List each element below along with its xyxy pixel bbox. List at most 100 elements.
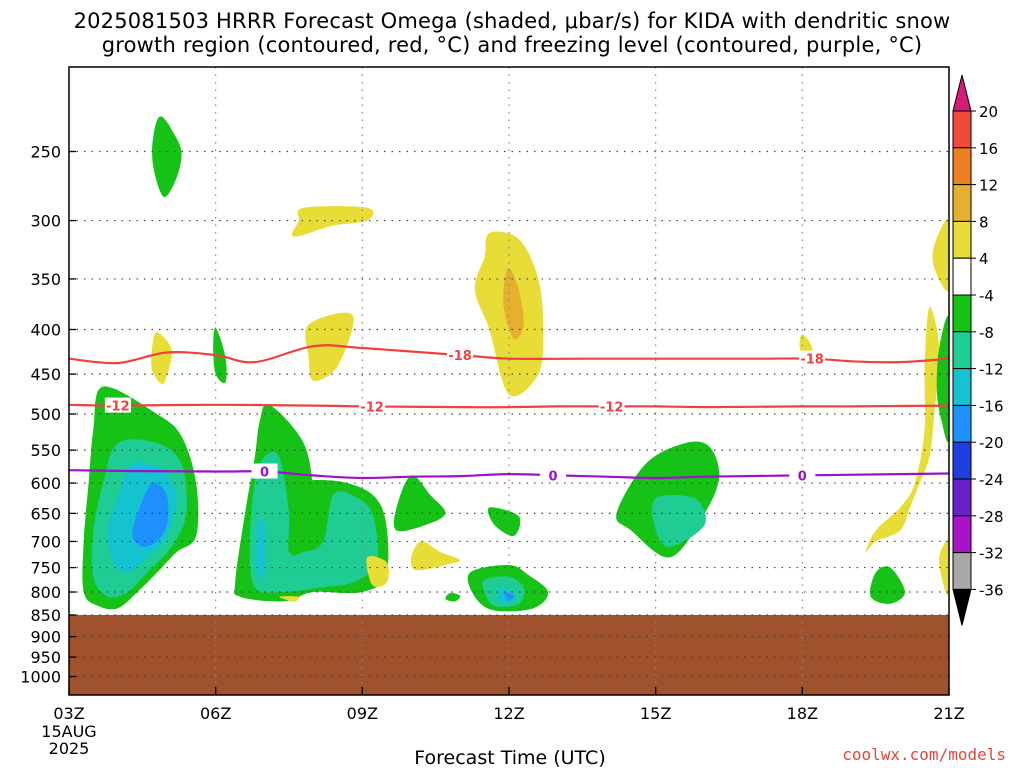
omega-region--8--4 — [445, 592, 461, 602]
contours: -18 -18 -12 -12 -12 0 0 0 — [69, 344, 949, 484]
colorbar-swatch — [952, 404, 972, 443]
y-tick-label-550: 550 — [30, 441, 61, 460]
x-tick-label-12Z: 12Z — [493, 704, 524, 723]
colorbar-swatch — [952, 331, 972, 370]
colorbar-label: -8 — [979, 324, 994, 342]
colorbar-swatch — [952, 515, 972, 554]
omega-region--8--4 — [936, 316, 949, 443]
y-tick-label-250: 250 — [30, 143, 61, 162]
colorbar-swatch — [952, 294, 972, 333]
y-tick-label-900: 900 — [30, 628, 61, 647]
y-tick-label-650: 650 — [30, 504, 61, 523]
contour-label-bg — [799, 350, 826, 366]
contour-label-bg — [251, 463, 278, 479]
omega-region-4-8 — [292, 206, 374, 237]
contour-label--12: -12 — [600, 400, 624, 415]
contour-line--12 — [69, 403, 949, 409]
y-tick-label-800: 800 — [30, 583, 61, 602]
omega-region--16--12 — [256, 518, 266, 579]
omega-region--8--4 — [870, 566, 905, 604]
contour-label--12: -12 — [360, 400, 384, 415]
y-tick-label-350: 350 — [30, 270, 61, 289]
y-tick-label-600: 600 — [30, 474, 61, 493]
omega-region-4-8 — [939, 540, 949, 596]
chart-title-line-2: growth region (contoured, red, °C) and f… — [101, 33, 923, 57]
colorbar-swatch — [952, 110, 972, 149]
contour-label-bg — [359, 398, 386, 414]
omega-region-4-8 — [932, 219, 949, 292]
colorbar-swatch — [952, 220, 972, 259]
colorbar-label: -16 — [979, 397, 1004, 415]
colorbar-swatch — [952, 478, 972, 517]
omega-region-4-8 — [865, 306, 940, 553]
y-tick-label-400: 400 — [30, 321, 61, 340]
y-tick-label-700: 700 — [30, 532, 61, 551]
y-tick-label-850: 850 — [30, 606, 61, 625]
y-tick-label-500: 500 — [30, 405, 61, 424]
colorbar-top-triangle — [952, 74, 972, 112]
colorbar-label: -4 — [979, 287, 994, 305]
contour-label-bg — [104, 397, 131, 413]
credit-text: coolwx.com/models — [842, 745, 1006, 764]
y-tick-label-1000: 1000 — [20, 668, 61, 687]
contour-label-bg — [447, 347, 474, 363]
omega-region--20--16 — [503, 591, 514, 602]
colorbar-label: -20 — [979, 434, 1004, 452]
y-tick-label-750: 750 — [30, 559, 61, 578]
x-tick-label-15Z: 15Z — [640, 704, 671, 723]
x-tick-label-03Z: 03Z — [53, 704, 84, 723]
contour-label-0: 0 — [548, 469, 557, 484]
x-tick-label-06Z: 06Z — [200, 704, 231, 723]
omega-region-4-8 — [151, 332, 173, 385]
colorbar-label: 16 — [979, 140, 998, 158]
omega-region--8--4 — [487, 507, 521, 537]
colorbar-label: 8 — [979, 213, 989, 231]
omega-region--12--8 — [249, 451, 379, 593]
contour-label--12: -12 — [106, 400, 130, 415]
contour-label--18: -18 — [448, 349, 472, 364]
colorbar-label: 20 — [979, 103, 998, 121]
contour-label--18: -18 — [800, 353, 824, 368]
y-tick-label-300: 300 — [30, 212, 61, 231]
contour-label-bg — [789, 467, 816, 483]
colorbar-swatch — [952, 552, 972, 590]
contour-line--18 — [69, 344, 949, 365]
y-axis: 250 300 350 400 450 500 550 600 650 700 750 800 850 9… — [20, 143, 76, 687]
contour-label-bg — [598, 398, 625, 414]
colorbar-label: -12 — [979, 361, 1004, 379]
omega-region--8--4 — [393, 475, 446, 532]
x-axis-label: Forecast Time (UTC) — [414, 747, 605, 768]
x-tick-label-21Z: 21Z — [933, 704, 964, 723]
colorbar-swatch — [952, 184, 972, 222]
omega-region--20--16 — [132, 482, 169, 547]
ground-fill — [69, 614, 949, 695]
y-tick-label-950: 950 — [30, 648, 61, 667]
ground-below-surface — [69, 614, 949, 695]
colorbar-label: -24 — [979, 471, 1004, 489]
colorbar-label: 4 — [979, 250, 989, 268]
y-tick-label-450: 450 — [30, 365, 61, 384]
colorbar-swatch — [952, 368, 972, 406]
colorbar-label: -28 — [979, 508, 1004, 526]
omega-region-4-8 — [410, 541, 461, 571]
x-tick-label-18Z: 18Z — [787, 704, 818, 723]
x-tick-sublabel: 15AUG — [41, 722, 96, 741]
chart-title-line-1: 2025081503 HRRR Forecast Omega (shaded, … — [73, 9, 951, 33]
omega-region--12--8 — [652, 494, 706, 547]
contour-label-0: 0 — [798, 469, 807, 484]
omega-region-4-8 — [366, 555, 389, 587]
contour-label-bg — [540, 467, 566, 483]
x-tick-sublabel: 2025 — [49, 739, 90, 758]
colorbar-swatch — [952, 441, 972, 480]
omega-region-4-8 — [279, 596, 300, 602]
omega-region-8-12 — [503, 267, 524, 340]
colorbar-swatch — [952, 147, 972, 186]
colorbar: 20 16 12 8 4 -4 -8 -12 -16 -20 -24 -28 -32 -36 — [952, 74, 1004, 626]
colorbar-swatch — [952, 257, 972, 296]
contour-label-0: 0 — [260, 466, 269, 481]
contour-line-0 — [69, 469, 949, 480]
omega-region--8--4 — [152, 116, 182, 198]
colorbar-bottom-triangle — [952, 588, 972, 626]
